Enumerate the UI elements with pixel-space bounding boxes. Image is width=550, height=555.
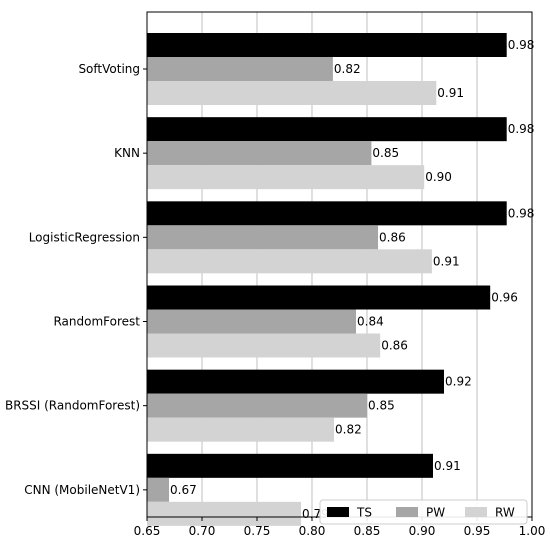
data-label-pw-1: 0.85: [372, 146, 399, 160]
data-label-rw-1: 0.90: [425, 170, 452, 184]
x-tick-label-5: 0.90: [409, 524, 436, 538]
legend-label-pw: PW: [426, 506, 445, 520]
x-tick-label-0: 0.65: [134, 524, 161, 538]
bar-pw-3: [147, 309, 356, 334]
x-tick-label-4: 0.85: [354, 524, 381, 538]
bars: [147, 33, 507, 526]
data-label-pw-2: 0.86: [379, 230, 406, 244]
bar-ts-5: [147, 453, 433, 478]
legend-swatch-ts: [327, 507, 349, 517]
y-tick-label-4: BRSSI (RandomForest): [5, 399, 140, 413]
data-label-ts-0: 0.98: [508, 38, 535, 52]
data-label-ts-4: 0.92: [445, 375, 472, 389]
data-label-pw-3: 0.84: [357, 315, 384, 329]
data-label-pw-5: 0.67: [170, 483, 197, 497]
bar-rw-5: [147, 501, 301, 526]
data-label-ts-2: 0.98: [508, 206, 535, 220]
x-tick-label-7: 1.00: [519, 524, 546, 538]
x-tick-label-1: 0.70: [189, 524, 216, 538]
x-tick-label-2: 0.75: [244, 524, 271, 538]
data-label-ts-1: 0.98: [508, 122, 535, 136]
data-label-pw-4: 0.85: [368, 399, 395, 413]
bar-rw-2: [147, 249, 432, 274]
data-label-ts-3: 0.96: [491, 291, 518, 305]
y-tick-label-2: LogisticRegression: [29, 230, 140, 244]
y-tick-label-5: CNN (MobileNetV1): [24, 483, 140, 497]
legend-swatch-rw: [465, 507, 487, 517]
bar-pw-4: [147, 393, 367, 418]
x-tick-label-6: 0.95: [464, 524, 491, 538]
legend: TS PW RW: [319, 499, 528, 525]
bar-pw-2: [147, 225, 378, 250]
data-labels: 0.98 0.82 0.91 0.98 0.85 0.90 0.98 0.86 0.91 0.96…: [170, 38, 534, 521]
legend-box: [319, 499, 528, 525]
bar-pw-5: [147, 477, 169, 502]
data-label-rw-4: 0.82: [335, 423, 362, 437]
bar-pw-0: [147, 57, 333, 81]
data-label-rw-2: 0.91: [433, 254, 460, 268]
y-tick-label-1: KNN: [114, 146, 140, 160]
bar-rw-4: [147, 417, 334, 442]
y-tick-label-3: RandomForest: [53, 315, 140, 329]
data-label-rw-0: 0.91: [437, 86, 464, 100]
data-label-rw-3: 0.86: [381, 339, 408, 353]
legend-label-rw: RW: [495, 506, 515, 520]
y-axis: SoftVoting KNN LogisticRegression RandomFor…: [5, 62, 147, 497]
bar-ts-2: [147, 201, 507, 226]
bar-ts-3: [147, 285, 491, 310]
bar-pw-1: [147, 141, 372, 166]
y-tick-label-0: SoftVoting: [78, 62, 140, 76]
legend-swatch-pw: [396, 507, 418, 517]
bar-rw-1: [147, 165, 425, 190]
bar-ts-0: [147, 33, 507, 57]
x-tick-label-3: 0.80: [299, 524, 326, 538]
bar-rw-0: [147, 81, 437, 105]
bar-ts-4: [147, 369, 444, 394]
data-label-pw-0: 0.82: [334, 62, 361, 76]
legend-label-ts: TS: [356, 506, 372, 520]
x-axis: 0.65 0.70 0.75 0.80 0.85 0.90 0.95 1.00: [134, 517, 546, 538]
data-label-ts-5: 0.91: [434, 459, 461, 473]
bar-rw-3: [147, 333, 381, 358]
bar-ts-1: [147, 117, 507, 142]
